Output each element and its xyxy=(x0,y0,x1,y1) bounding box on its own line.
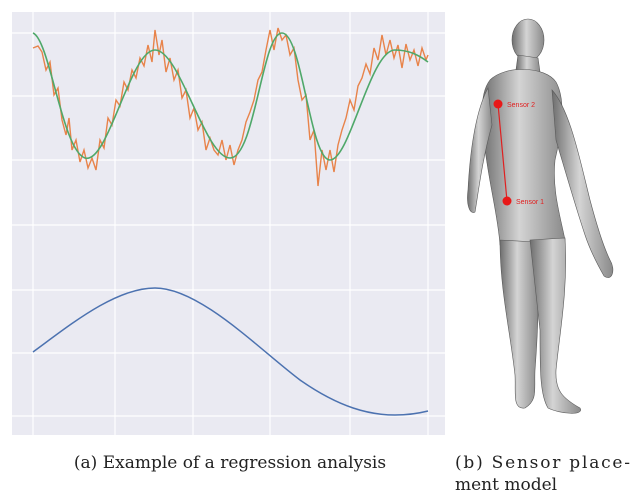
caption: (b) Sensor place- xyxy=(455,453,630,473)
sensor-dot xyxy=(502,196,512,206)
plot-background xyxy=(12,12,445,435)
sensor-dot xyxy=(493,99,503,109)
caption: (a) Example of a regression analysis xyxy=(74,453,386,473)
body-model xyxy=(467,18,614,414)
regression-plot xyxy=(12,12,445,435)
sensor-line xyxy=(497,103,508,202)
caption: ment model xyxy=(455,475,557,494)
grid xyxy=(12,12,445,435)
sensor-label: Sensor 2 xyxy=(507,102,535,109)
prediction-curve xyxy=(32,287,429,416)
sensors: Sensor 2 Sensor 1 xyxy=(493,99,544,206)
fitted-curve xyxy=(32,32,429,161)
sensor-label: Sensor 1 xyxy=(516,199,544,206)
